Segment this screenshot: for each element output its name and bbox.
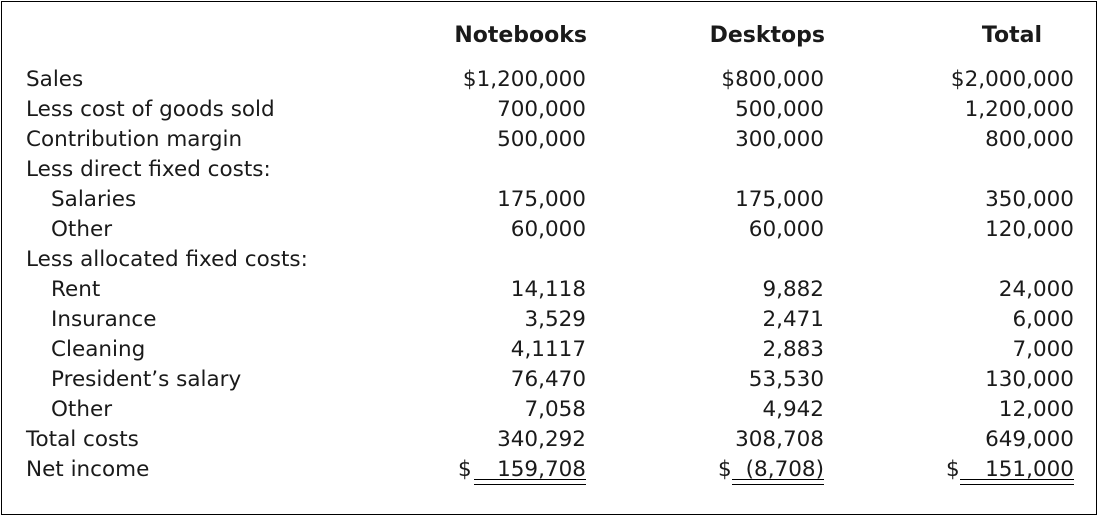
cell-notebooks: 700,000: [497, 97, 586, 122]
cell-notebooks: 175,000: [497, 187, 586, 212]
row-salaries: Salaries 175,000 175,000 350,000: [0, 185, 1100, 215]
column-header-total: Total: [981, 23, 1042, 48]
double-underline-desktops: [732, 479, 824, 485]
cell-desktops: 2,883: [762, 337, 824, 362]
cell-total: 800,000: [985, 127, 1074, 152]
row-contribution-margin: Contribution margin 500,000 300,000 800,…: [0, 125, 1100, 155]
row-label: Other: [51, 397, 113, 422]
cell-notebooks: 159,708: [497, 457, 586, 482]
row-label: Cleaning: [51, 337, 146, 362]
row-label: President’s salary: [51, 367, 242, 392]
cell-total: 130,000: [985, 367, 1074, 392]
column-header-notebooks: Notebooks: [454, 23, 587, 48]
cell-notebooks: 14,118: [510, 277, 586, 302]
row-cost-of-goods-sold: Less cost of goods sold 700,000 500,000 …: [0, 95, 1100, 125]
currency-sign-notebooks: $: [458, 457, 472, 482]
row-cleaning: Cleaning 4,1117 2,883 7,000: [0, 335, 1100, 365]
row-label: Sales: [26, 67, 84, 92]
cell-desktops: 300,000: [735, 127, 824, 152]
row-label: Insurance: [51, 307, 157, 332]
row-allocated-fixed-costs-heading: Less allocated fixed costs:: [0, 245, 1100, 275]
cell-total: 1,200,000: [964, 97, 1074, 122]
cell-desktops: 60,000: [748, 217, 824, 242]
currency-sign-total: $: [946, 457, 960, 482]
cell-notebooks: 76,470: [510, 367, 586, 392]
cell-desktops: 9,882: [762, 277, 824, 302]
cell-total: 649,000: [985, 427, 1074, 452]
cell-total: 151,000: [985, 457, 1074, 482]
cell-notebooks: 4,1117: [510, 337, 586, 362]
cell-notebooks: 60,000: [510, 217, 586, 242]
row-presidents-salary: President’s salary 76,470 53,530 130,000: [0, 365, 1100, 395]
section-heading: Less direct fixed costs:: [26, 157, 271, 182]
cell-desktops: 2,471: [762, 307, 824, 332]
cell-desktops: 175,000: [735, 187, 824, 212]
cell-desktops: (8,708): [745, 457, 824, 482]
cell-desktops: 53,530: [748, 367, 824, 392]
cell-total: 24,000: [998, 277, 1074, 302]
cell-total: 350,000: [985, 187, 1074, 212]
row-direct-other: Other 60,000 60,000 120,000: [0, 215, 1100, 245]
row-allocated-other: Other 7,058 4,942 12,000: [0, 395, 1100, 425]
double-underline-notebooks: [474, 479, 586, 485]
cell-desktops: 308,708: [735, 427, 824, 452]
row-insurance: Insurance 3,529 2,471 6,000: [0, 305, 1100, 335]
cell-total: 12,000: [998, 397, 1074, 422]
row-label: Rent: [51, 277, 101, 302]
cell-notebooks: $1,200,000: [462, 67, 586, 92]
cell-desktops: 4,942: [762, 397, 824, 422]
row-total-costs: Total costs 340,292 308,708 649,000: [0, 425, 1100, 455]
cell-total: 120,000: [985, 217, 1074, 242]
cell-desktops: 500,000: [735, 97, 824, 122]
row-sales: Sales $1,200,000 $800,000 $2,000,000: [0, 65, 1100, 95]
section-heading: Less allocated fixed costs:: [26, 247, 308, 272]
row-label: Contribution margin: [26, 127, 243, 152]
cell-total: 6,000: [1012, 307, 1074, 332]
cell-notebooks: 340,292: [497, 427, 586, 452]
segmented-income-statement: Sales $1,200,000 $800,000 $2,000,000 Les…: [0, 65, 1100, 485]
row-label: Net income: [26, 457, 150, 482]
row-direct-fixed-costs-heading: Less direct fixed costs:: [0, 155, 1100, 185]
currency-sign-desktops: $: [718, 457, 732, 482]
cell-total: $2,000,000: [950, 67, 1074, 92]
row-label: Total costs: [26, 427, 139, 452]
double-underline-total: [960, 479, 1074, 485]
cell-total: 7,000: [1012, 337, 1074, 362]
cell-notebooks: 7,058: [524, 397, 586, 422]
cell-notebooks: 500,000: [497, 127, 586, 152]
row-net-income: Net income $ 159,708 $ (8,708) $ 151,000: [0, 455, 1100, 485]
row-label: Less cost of goods sold: [26, 97, 275, 122]
row-rent: Rent 14,118 9,882 24,000: [0, 275, 1100, 305]
cell-desktops: $800,000: [721, 67, 824, 92]
cell-notebooks: 3,529: [524, 307, 586, 332]
row-label: Salaries: [51, 187, 137, 212]
row-label: Other: [51, 217, 113, 242]
column-header-desktops: Desktops: [709, 23, 825, 48]
